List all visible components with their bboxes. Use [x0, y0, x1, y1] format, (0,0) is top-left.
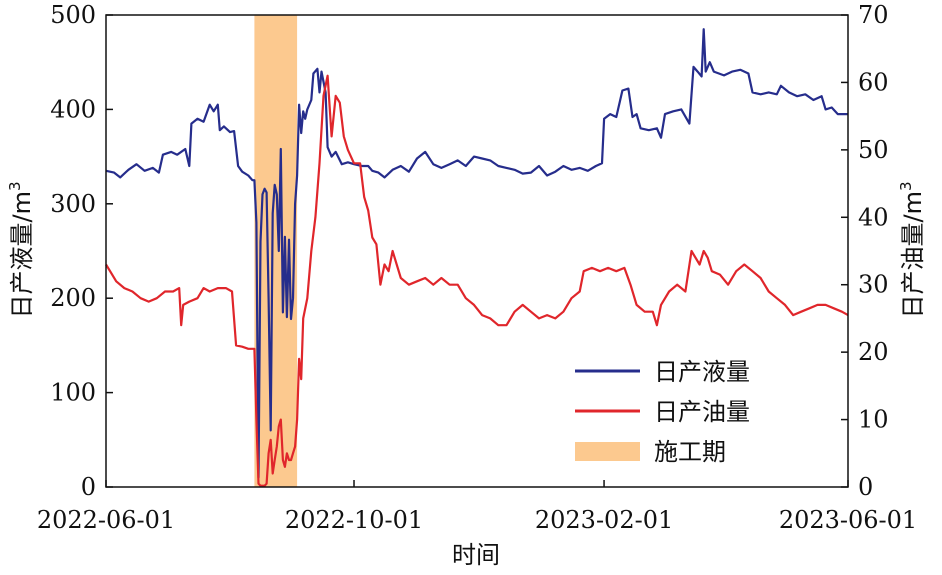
plot-frame — [105, 14, 849, 488]
right-tick-label: 20 — [858, 338, 889, 366]
legend-label-construction: 施工期 — [654, 438, 726, 466]
left-axis-title-sup: 3 — [6, 181, 24, 191]
tick-label-layer: 0 100 200 300 400 500 0 10 20 30 40 50 60 70 2022-06-0… — [37, 1, 917, 534]
right-tick-label: 40 — [858, 203, 889, 231]
x-tick-label: 2023-06-01 — [779, 506, 917, 534]
left-tick-label: 400 — [50, 95, 96, 123]
series-layer — [105, 28, 849, 487]
axes-layer — [105, 14, 849, 488]
x-tick-label: 2022-06-01 — [37, 506, 175, 534]
left-tick-label: 500 — [50, 1, 96, 29]
right-tick-label: 30 — [858, 271, 889, 299]
x-axis-title: 时间 — [452, 541, 500, 569]
left-axis-title: 日产液量/m3 — [6, 181, 36, 318]
legend-label-liquid: 日产液量 — [654, 358, 750, 386]
series-line-oil — [105, 74, 849, 487]
right-axis-title-text: 日产油量/m — [899, 191, 927, 318]
right-tick-label: 60 — [858, 68, 889, 96]
series-line-liquid — [105, 28, 848, 479]
right-tick-label: 70 — [858, 1, 889, 29]
right-tick-label: 10 — [858, 406, 889, 434]
legend: 日产液量 日产油量 施工期 — [575, 358, 750, 466]
left-tick-label: 0 — [81, 473, 96, 501]
right-axis-title: 日产油量/m3 — [897, 181, 927, 318]
right-tick-label: 0 — [858, 473, 873, 501]
legend-label-oil: 日产油量 — [654, 398, 750, 426]
left-tick-label: 300 — [50, 190, 96, 218]
x-tick-label: 2023-02-01 — [535, 506, 673, 534]
legend-swatch-construction — [575, 442, 640, 461]
right-axis-title-sup: 3 — [897, 181, 915, 191]
right-tick-label: 50 — [858, 136, 889, 164]
left-tick-label: 200 — [50, 284, 96, 312]
left-axis-title-text: 日产液量/m — [8, 191, 36, 318]
left-tick-label: 100 — [50, 379, 96, 407]
x-tick-label: 2022-10-01 — [285, 506, 423, 534]
